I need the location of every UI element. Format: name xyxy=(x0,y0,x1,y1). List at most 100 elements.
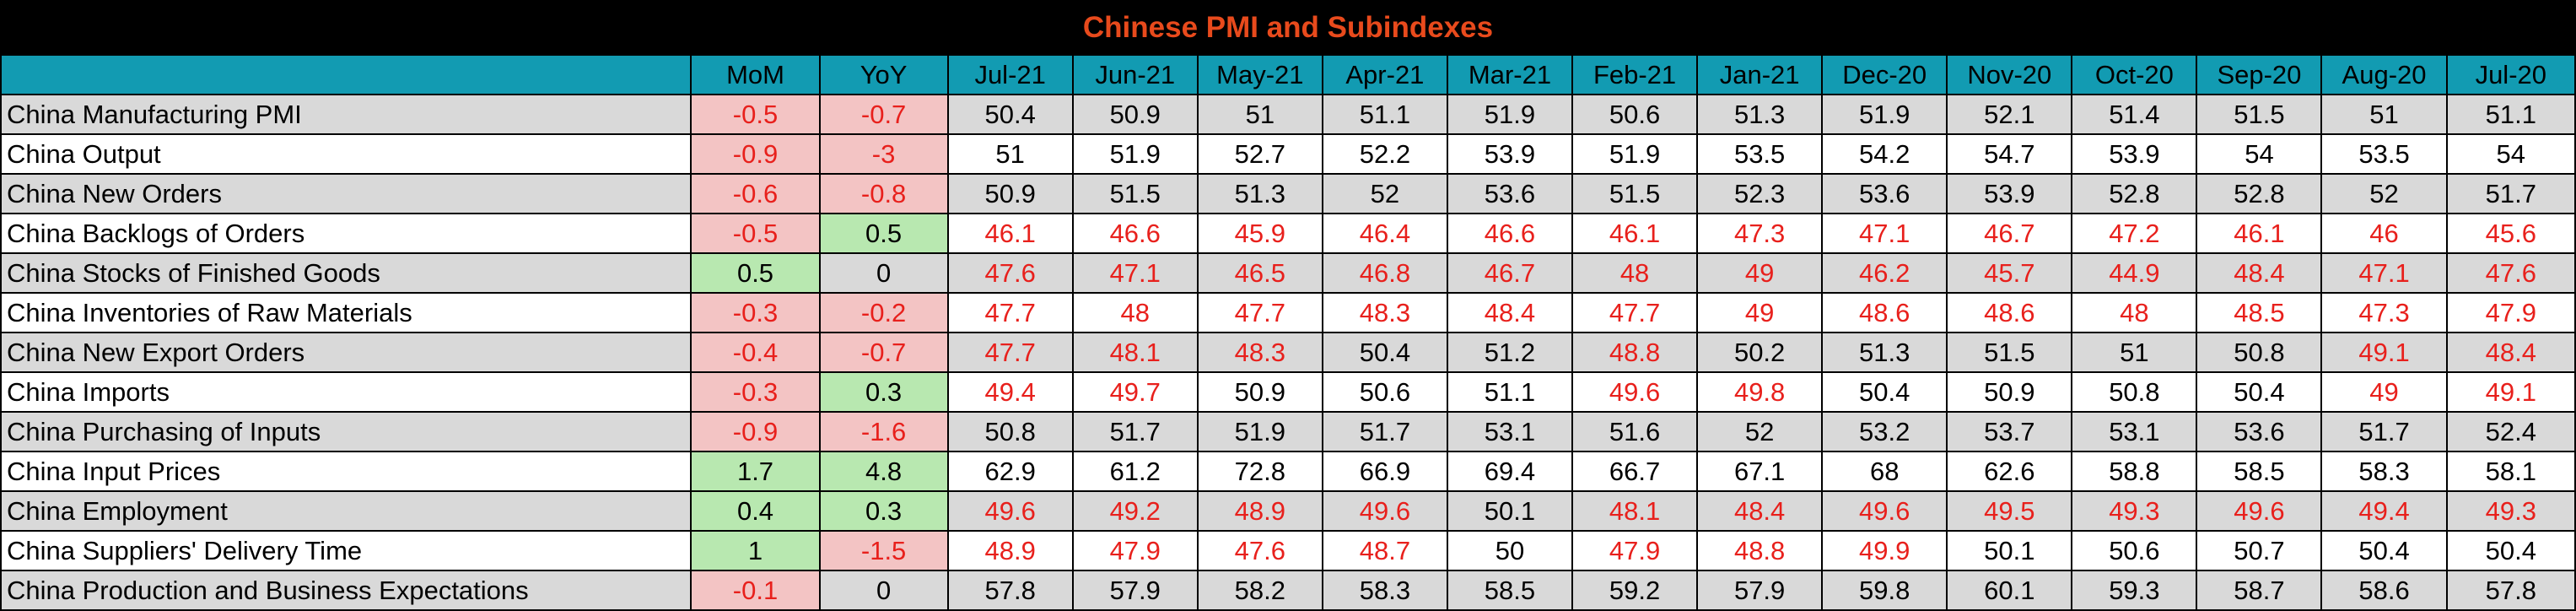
value-cell: 50.8 xyxy=(2196,332,2323,373)
header-row: MoM YoY Jul-21 Jun-21 May-21 Apr-21 Mar-21 Feb-… xyxy=(0,54,2576,95)
value-cell: 49.5 xyxy=(1946,490,2073,532)
value-cell: 47.9 xyxy=(2445,292,2576,333)
value-cell: 50.8 xyxy=(2071,371,2198,413)
value-cell: 53.6 xyxy=(1446,173,1574,214)
mom-cell: 0.5 xyxy=(690,252,821,294)
yoy-cell: -0.2 xyxy=(818,292,949,333)
value-cell: 45.9 xyxy=(1196,213,1323,254)
value-cell: 48.3 xyxy=(1196,332,1323,373)
value-cell: 51.5 xyxy=(1071,173,1199,214)
value-cell: 45.7 xyxy=(1946,252,2073,294)
value-cell: 49.7 xyxy=(1071,371,1199,413)
mom-cell: -0.9 xyxy=(690,411,821,452)
value-cell: 49 xyxy=(2320,371,2448,413)
value-cell: 50.4 xyxy=(1321,332,1448,373)
yoy-cell: -1.5 xyxy=(818,530,949,571)
value-cell: 50.4 xyxy=(1821,371,1948,413)
value-cell: 62.6 xyxy=(1946,451,2073,492)
value-cell: 47.7 xyxy=(1571,292,1699,333)
value-cell: 68 xyxy=(1821,451,1948,492)
value-cell: 51.5 xyxy=(1571,173,1699,214)
value-cell: 50.1 xyxy=(1446,490,1574,532)
yoy-cell: -0.8 xyxy=(818,173,949,214)
value-cell: 49.1 xyxy=(2320,332,2448,373)
value-cell: 50.4 xyxy=(2445,530,2576,571)
column-header: Sep-20 xyxy=(2196,54,2323,95)
value-cell: 50.6 xyxy=(2071,530,2198,571)
row-label: China New Export Orders xyxy=(0,332,693,373)
yoy-cell: 0.5 xyxy=(818,213,949,254)
row-label: China Input Prices xyxy=(0,451,693,492)
mom-cell: -0.6 xyxy=(690,173,821,214)
row-label: China Stocks of Finished Goods xyxy=(0,252,693,294)
table-row: China Suppliers' Delivery Time 1 -1.5 48.9 4… xyxy=(0,530,2576,571)
value-cell: 52 xyxy=(1321,173,1448,214)
value-cell: 49 xyxy=(1696,292,1824,333)
value-cell: 51.9 xyxy=(1446,94,1574,135)
row-label: China New Orders xyxy=(0,173,693,214)
mom-cell: -0.3 xyxy=(690,371,821,413)
value-cell: 53.9 xyxy=(1446,133,1574,175)
value-cell: 50.9 xyxy=(1196,371,1323,413)
value-cell: 53.1 xyxy=(2071,411,2198,452)
value-cell: 48.1 xyxy=(1071,332,1199,373)
row-label: China Employment xyxy=(0,490,693,532)
value-cell: 52 xyxy=(1696,411,1824,452)
mom-cell: -0.1 xyxy=(690,570,821,611)
value-cell: 51.4 xyxy=(2071,94,2198,135)
value-cell: 47.1 xyxy=(2320,252,2448,294)
table-row: China Imports -0.3 0.3 49.4 49.7 50.9 50.6 51.1… xyxy=(0,371,2576,413)
value-cell: 50.4 xyxy=(946,94,1074,135)
value-cell: 53.5 xyxy=(2320,133,2448,175)
value-cell: 46.7 xyxy=(1946,213,2073,254)
value-cell: 58.8 xyxy=(2071,451,2198,492)
value-cell: 48.6 xyxy=(1821,292,1948,333)
column-header: Aug-20 xyxy=(2320,54,2448,95)
value-cell: 50.4 xyxy=(2196,371,2323,413)
row-label: China Production and Business Expectatio… xyxy=(0,570,693,611)
value-cell: 51.7 xyxy=(1321,411,1448,452)
value-cell: 51 xyxy=(2320,94,2448,135)
value-cell: 50.8 xyxy=(946,411,1074,452)
value-cell: 48.4 xyxy=(1696,490,1824,532)
table-row: China Manufacturing PMI -0.5 -0.7 50.4 50.9 5… xyxy=(0,94,2576,135)
row-label: China Suppliers' Delivery Time xyxy=(0,530,693,571)
yoy-cell: -0.7 xyxy=(818,94,949,135)
value-cell: 49.1 xyxy=(2445,371,2576,413)
value-cell: 69.4 xyxy=(1446,451,1574,492)
value-cell: 51.6 xyxy=(1571,411,1699,452)
value-cell: 46.2 xyxy=(1821,252,1948,294)
value-cell: 51 xyxy=(1196,94,1323,135)
value-cell: 53.2 xyxy=(1821,411,1948,452)
row-label: China Inventories of Raw Materials xyxy=(0,292,693,333)
mom-cell: 0.4 xyxy=(690,490,821,532)
value-cell: 66.7 xyxy=(1571,451,1699,492)
value-cell: 50.1 xyxy=(1946,530,2073,571)
value-cell: 47.7 xyxy=(946,332,1074,373)
title-row: Chinese PMI and Subindexes xyxy=(0,0,2576,56)
value-cell: 50.7 xyxy=(2196,530,2323,571)
value-cell: 48.9 xyxy=(1196,490,1323,532)
value-cell: 44.9 xyxy=(2071,252,2198,294)
column-header: Jan-21 xyxy=(1696,54,1824,95)
value-cell: 58.5 xyxy=(1446,570,1574,611)
row-label: China Imports xyxy=(0,371,693,413)
value-cell: 51.1 xyxy=(1446,371,1574,413)
value-cell: 47.6 xyxy=(946,252,1074,294)
value-cell: 46.6 xyxy=(1071,213,1199,254)
mom-cell: 1 xyxy=(690,530,821,571)
row-label: China Purchasing of Inputs xyxy=(0,411,693,452)
value-cell: 46.1 xyxy=(2196,213,2323,254)
value-cell: 52.8 xyxy=(2071,173,2198,214)
table-row: China Employment 0.4 0.3 49.6 49.2 48.9 49.6 50… xyxy=(0,490,2576,532)
value-cell: 47.7 xyxy=(1196,292,1323,333)
value-cell: 51.2 xyxy=(1446,332,1574,373)
value-cell: 48 xyxy=(2071,292,2198,333)
column-header: Feb-21 xyxy=(1571,54,1699,95)
value-cell: 49.3 xyxy=(2071,490,2198,532)
column-header: Jun-21 xyxy=(1071,54,1199,95)
mom-cell: -0.9 xyxy=(690,133,821,175)
table-row: China Backlogs of Orders -0.5 0.5 46.1 46.6 4… xyxy=(0,213,2576,254)
value-cell: 58.3 xyxy=(2320,451,2448,492)
